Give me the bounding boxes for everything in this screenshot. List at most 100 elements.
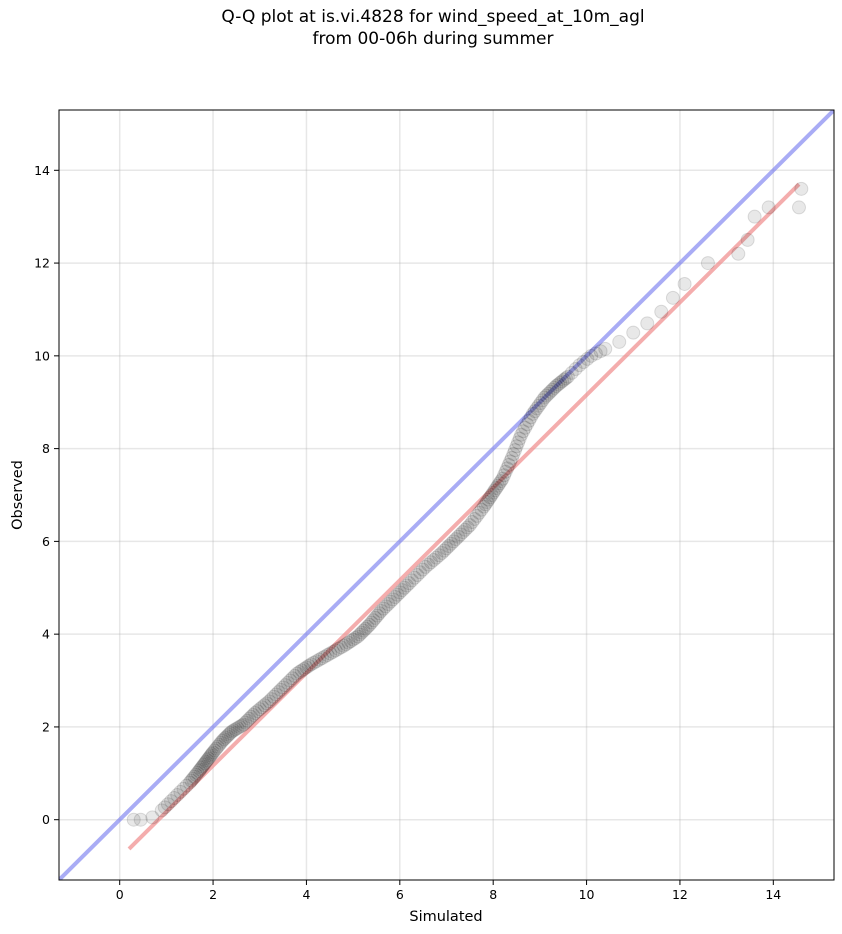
quantile-point <box>301 658 316 673</box>
quantile-point <box>266 689 281 704</box>
quantile-point <box>503 454 518 469</box>
quantile-point <box>212 737 227 752</box>
quantile-point <box>200 753 215 768</box>
quantile-point <box>280 675 295 690</box>
quantile-point <box>255 700 270 715</box>
quantile-point <box>283 673 298 688</box>
quantile-point <box>598 341 613 356</box>
quantile-point <box>527 404 542 419</box>
x-axis-label: Simulated <box>409 909 482 925</box>
x-tick-label: 14 <box>765 887 781 902</box>
quantile-point <box>392 585 407 600</box>
quantile-point <box>215 733 230 748</box>
quantile-point <box>484 488 499 502</box>
quantile-point <box>192 763 207 778</box>
quantile-point <box>364 615 379 630</box>
quantile-point <box>479 494 494 509</box>
quantile-point <box>206 745 221 760</box>
quantile-point <box>315 651 330 666</box>
quantile-point <box>640 316 655 331</box>
quantile-point <box>223 726 238 741</box>
quantile-point <box>495 471 510 486</box>
quantile-point <box>415 562 430 577</box>
quantile-point <box>185 771 200 786</box>
quantile-point <box>791 200 806 215</box>
quantile-point <box>555 374 570 389</box>
quantile-point <box>297 661 312 676</box>
quantile-point <box>489 481 504 496</box>
x-tick-label: 10 <box>579 887 595 902</box>
grid-lines <box>59 110 834 880</box>
x-tick-label: 8 <box>489 887 497 902</box>
quantile-point <box>525 406 540 421</box>
quantile-point <box>339 637 354 652</box>
quantile-point <box>306 655 321 670</box>
quantile-point <box>248 706 263 721</box>
quantile-point <box>348 631 363 646</box>
quantile-point <box>474 502 489 517</box>
x-tick-label: 2 <box>209 887 217 902</box>
quantile-point <box>358 621 373 636</box>
quantile-point <box>731 246 746 261</box>
quantile-point <box>126 812 141 827</box>
x-axis: 0 2 4 6 8 10 12 14 <box>116 880 781 902</box>
quantile-point <box>376 601 391 616</box>
quantile-point <box>492 476 507 491</box>
y-axis: 0 2 4 6 8 10 12 14 <box>34 163 59 827</box>
quantile-point <box>199 754 214 769</box>
quantile-point <box>312 652 327 667</box>
quantile-point <box>551 377 566 392</box>
quantile-point <box>328 643 343 658</box>
quantile-point <box>341 635 356 650</box>
quantile-point <box>434 545 449 560</box>
quantile-point <box>378 599 393 614</box>
quantile-point <box>487 483 502 498</box>
quantile-point <box>486 485 501 500</box>
quantile-point <box>472 505 487 520</box>
quantile-point <box>195 759 210 774</box>
y-tick-label: 6 <box>42 534 50 549</box>
quantile-point <box>216 732 231 747</box>
y-tick-label: 8 <box>42 441 50 456</box>
quantile-point <box>226 723 241 738</box>
x-tick-label: 12 <box>672 887 688 902</box>
quantile-point <box>230 721 245 736</box>
quantile-point <box>421 557 436 572</box>
quantile-point <box>276 680 291 695</box>
y-tick-label: 10 <box>34 348 50 363</box>
quantile-point <box>531 398 546 413</box>
quantile-point <box>388 590 403 605</box>
quantile-point <box>407 570 422 585</box>
quantile-point <box>320 648 335 663</box>
quantile-point <box>362 617 377 632</box>
quantile-point <box>204 746 219 761</box>
quantile-point <box>170 787 185 802</box>
quantile-point <box>232 719 247 734</box>
quantile-point <box>794 181 809 196</box>
quantile-point <box>173 784 188 799</box>
fit-line <box>127 182 801 851</box>
quantile-point <box>478 497 493 512</box>
quantile-point <box>257 698 272 713</box>
quantile-point <box>564 365 579 380</box>
quantile-point <box>432 548 447 563</box>
y-tick-label: 2 <box>42 719 50 734</box>
quantile-point <box>294 663 309 678</box>
quantile-point <box>334 640 349 655</box>
quantile-point <box>498 464 513 479</box>
quantile-point <box>228 722 243 737</box>
quantile-point <box>529 401 544 416</box>
quantile-point <box>250 704 265 719</box>
quantile-point <box>418 559 433 574</box>
quantile-point <box>547 380 562 395</box>
quantile-point <box>346 632 361 647</box>
quantile-point <box>259 696 274 711</box>
quantile-point <box>514 427 529 442</box>
quantile-point <box>252 702 267 717</box>
quantile-point <box>537 390 552 405</box>
quantile-point <box>576 355 591 370</box>
quantile-point <box>145 810 160 825</box>
quantile-point <box>497 468 512 483</box>
quantile-point <box>220 729 235 744</box>
quantile-point <box>202 750 217 765</box>
